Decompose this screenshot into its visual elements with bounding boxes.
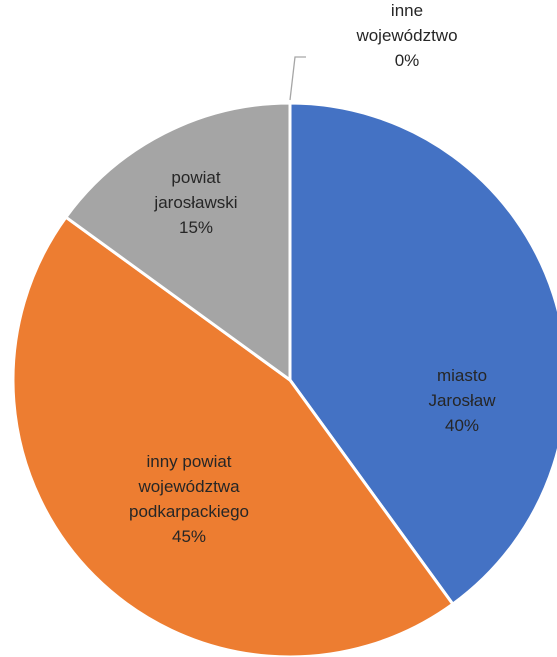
pie-slices xyxy=(11,101,557,657)
label-miasto-jaroslaw: miasto Jarosław 40% xyxy=(428,366,496,435)
label-powiat-jaroslawski: powiat jarosławski 15% xyxy=(153,168,237,237)
pie-labels: miasto Jarosław 40% inny powiat województwa p… xyxy=(129,1,496,546)
slice-miasto-jaroslaw xyxy=(288,101,557,606)
label-inny-powiat-wojewodztwa-podkarpackiego: inny powiat województwa podkarpackiego 45% xyxy=(129,452,249,546)
label-inne-wojewodztwo: inne województwo 0% xyxy=(355,1,457,70)
leader-lines xyxy=(289,56,306,101)
slice-powiat-jaroslawski xyxy=(64,101,292,382)
leader-line-inne-wojewodztwo xyxy=(289,56,306,101)
slice-inny-powiat-wojewodztwa-podkarpackiego xyxy=(11,215,455,657)
